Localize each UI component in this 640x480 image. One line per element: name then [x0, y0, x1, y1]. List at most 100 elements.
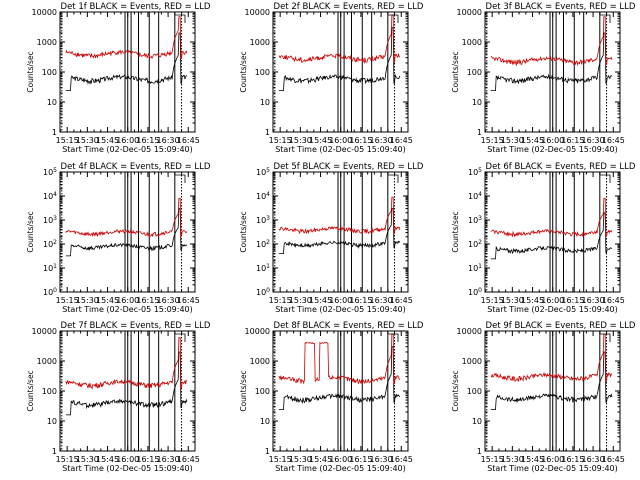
y-tick-label: 1 — [265, 128, 270, 137]
series-line-lld — [278, 333, 401, 385]
y-tick-label: 100 — [42, 387, 57, 396]
y-tick-label: 1000 — [37, 357, 57, 366]
x-tick-label: 16:45 — [390, 296, 413, 305]
panel-det-5: Det 5f BLACK = Events, RED = LLD 100 101 10… — [239, 162, 424, 314]
legend-mark — [175, 333, 186, 342]
x-tick-label: 15:15 — [56, 296, 79, 305]
series-line-events — [65, 208, 188, 257]
legend-mark — [388, 174, 399, 183]
legend-mark — [600, 14, 611, 23]
x-tick-label: 15:45 — [309, 136, 332, 145]
y-tick-label: 100 — [256, 287, 270, 297]
y-tick-label: 1000 — [37, 38, 57, 47]
y-tick-label: 102 — [256, 239, 270, 249]
x-tick-label: 16:45 — [602, 455, 625, 464]
x-tick-label: 15:15 — [269, 136, 292, 145]
x-tick-label: 15:45 — [309, 296, 332, 305]
series-line-events — [490, 351, 613, 411]
x-tick-label: 15:15 — [481, 136, 504, 145]
x-tick-label: 16:15 — [349, 136, 372, 145]
series-line-lld — [278, 196, 401, 235]
x-tick-label: 16:15 — [561, 296, 584, 305]
x-tick-label: 16:00 — [541, 296, 564, 305]
legend-mark — [388, 333, 399, 342]
series-line-events — [490, 212, 613, 260]
legend-mark — [388, 14, 399, 23]
y-tick-label: 100 — [42, 68, 57, 77]
y-tick-label: 101 — [43, 263, 57, 273]
y-tick-label: 1000 — [462, 357, 482, 366]
y-tick-label: 102 — [468, 239, 482, 249]
x-tick-label: 16:15 — [561, 455, 584, 464]
series-line-events — [490, 32, 613, 91]
x-tick-label: 16:45 — [602, 136, 625, 145]
x-tick-label: 16:45 — [177, 136, 200, 145]
x-tick-label: 16:45 — [177, 455, 200, 464]
y-tick-label: 1000 — [250, 357, 270, 366]
y-tick-label: 104 — [256, 191, 270, 201]
y-tick-label: 1000 — [250, 38, 270, 47]
x-tick-label: 16:45 — [602, 296, 625, 305]
x-tick-label: 16:15 — [349, 296, 372, 305]
legend-mark — [600, 333, 611, 342]
series-line-events — [278, 346, 401, 411]
x-tick-label: 16:15 — [136, 136, 159, 145]
y-tick-label: 10 — [260, 417, 270, 426]
y-tick-label: 102 — [43, 239, 57, 249]
y-axis-label: Counts/sec — [239, 211, 248, 252]
x-tick-label: 16:30 — [157, 136, 180, 145]
x-tick-label: 15:15 — [269, 455, 292, 464]
y-axis-label: Counts/sec — [239, 51, 248, 92]
x-axis-label: Start Time (02-Dec-05 15:09:40) — [275, 464, 406, 473]
y-tick-label: 103 — [43, 215, 57, 225]
series-line-lld — [490, 197, 613, 238]
x-tick-label: 15:15 — [481, 455, 504, 464]
y-axis-label: Counts/sec — [451, 51, 460, 92]
x-tick-label: 16:30 — [582, 296, 605, 305]
panel-det-9: Det 9f BLACK = Events, RED = LLD 1 10 100 10… — [451, 321, 636, 473]
x-tick-label: 16:45 — [177, 296, 200, 305]
x-tick-label: 15:30 — [76, 296, 99, 305]
y-tick-label: 10000 — [245, 8, 270, 17]
series-line-events — [65, 351, 188, 416]
x-tick-label: 15:45 — [96, 455, 119, 464]
panel-det-6: Det 6f BLACK = Events, RED = LLD 100 101 10… — [451, 162, 636, 314]
y-tick-label: 1 — [265, 447, 270, 456]
y-tick-label: 10000 — [457, 327, 482, 336]
x-tick-label: 15:45 — [96, 296, 119, 305]
panel-title: Det 4f BLACK = Events, RED = LLD — [61, 162, 211, 172]
x-tick-label: 15:45 — [96, 136, 119, 145]
y-tick-label: 104 — [468, 191, 482, 201]
x-tick-label: 16:30 — [582, 136, 605, 145]
y-axis-label: Counts/sec — [451, 211, 460, 252]
panel-title: Det 1f BLACK = Events, RED = LLD — [61, 2, 211, 12]
x-tick-label: 16:00 — [329, 136, 352, 145]
panel-det-4: Det 4f BLACK = Events, RED = LLD 100 101 10… — [26, 162, 211, 314]
panel-det-7: Det 7f BLACK = Events, RED = LLD 1 10 100 10… — [26, 321, 211, 473]
y-tick-label: 101 — [256, 263, 270, 273]
legend-mark — [600, 174, 611, 183]
y-tick-label: 100 — [467, 68, 482, 77]
x-tick-label: 15:30 — [76, 136, 99, 145]
panel-title: Det 3f BLACK = Events, RED = LLD — [486, 2, 636, 12]
x-tick-label: 15:30 — [501, 455, 524, 464]
x-tick-label: 16:30 — [370, 455, 393, 464]
x-axis-label: Start Time (02-Dec-05 15:09:40) — [275, 305, 406, 314]
y-tick-label: 101 — [468, 263, 482, 273]
x-tick-label: 16:15 — [349, 455, 372, 464]
series-line-lld — [65, 197, 188, 237]
x-tick-label: 15:45 — [521, 455, 544, 464]
series-line-lld — [65, 337, 188, 390]
x-axis-label: Start Time (02-Dec-05 15:09:40) — [275, 145, 406, 154]
x-tick-label: 16:45 — [390, 455, 413, 464]
panel-title: Det 2f BLACK = Events, RED = LLD — [274, 2, 424, 12]
legend-mark — [175, 174, 186, 183]
x-tick-label: 15:30 — [289, 136, 312, 145]
x-tick-label: 16:45 — [390, 136, 413, 145]
y-tick-label: 100 — [255, 387, 270, 396]
y-tick-label: 100 — [43, 287, 57, 297]
y-tick-label: 10000 — [32, 8, 57, 17]
x-axis-label: Start Time (02-Dec-05 15:09:40) — [62, 464, 193, 473]
y-tick-label: 103 — [256, 215, 270, 225]
